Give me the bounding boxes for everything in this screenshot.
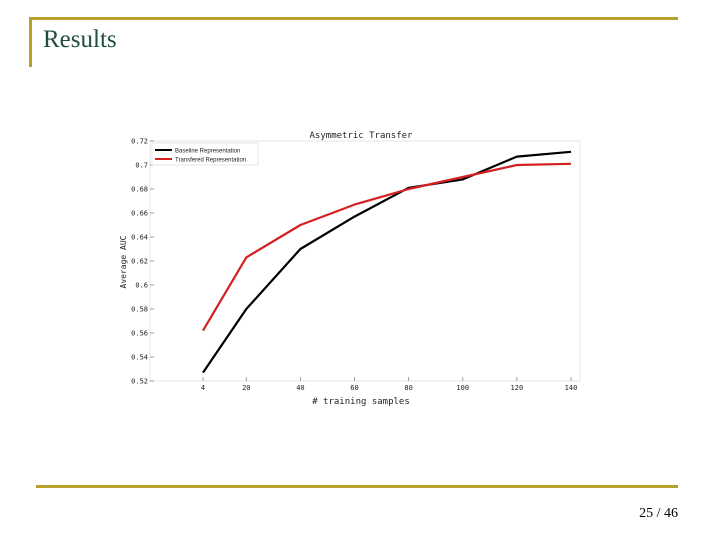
chart-axes: 0.52 0.54 0.56 0.58 0.6 0.62 0.64 0.66 0.68 0.7 0.… (131, 138, 581, 392)
series-line-0 (202, 150, 572, 374)
y-tick-label: 0.52 (131, 378, 148, 386)
title-top-rule (30, 17, 678, 20)
page-separator: / (656, 506, 661, 521)
y-axis-label: Average AUC (119, 235, 128, 288)
x-axis-label: # training samples (312, 397, 410, 407)
title-left-rule (29, 17, 32, 67)
page-number: 25 / 46 (639, 506, 678, 522)
x-tick-label: 20 (242, 384, 250, 392)
line-chart: Asymmetric Transfer # training samples A… (119, 131, 581, 407)
y-tick-label: 0.66 (131, 210, 148, 218)
slide-title: Results (43, 26, 117, 53)
series-layer (202, 150, 572, 374)
y-tick-label: 0.62 (131, 258, 148, 266)
legend-label-0: Baseline Representation (175, 149, 240, 155)
y-tick-label: 0.54 (131, 354, 148, 362)
legend-box (151, 142, 259, 166)
x-tick-label: 140 (565, 384, 578, 392)
chart-title: Asymmetric Transfer (310, 131, 414, 141)
plot-frame (149, 140, 581, 382)
y-tick-label: 0.64 (131, 234, 148, 242)
y-tick-label: 0.7 (135, 162, 148, 170)
legend-label-1: Transfered Representation (175, 158, 246, 164)
y-tick-label: 0.56 (131, 330, 148, 338)
x-tick-label: 40 (296, 384, 304, 392)
y-tick-label: 0.58 (131, 306, 148, 314)
chart-legend: Baseline Representation Transfered Repres… (151, 142, 259, 166)
x-tick-label: 4 (201, 384, 205, 392)
series-line-1 (202, 162, 572, 332)
y-tick-label: 0.72 (131, 138, 148, 146)
y-tick-label: 0.6 (135, 282, 148, 290)
x-tick-label: 80 (404, 384, 412, 392)
x-tick-label: 60 (350, 384, 358, 392)
y-tick-label: 0.68 (131, 186, 148, 194)
x-tick-label: 100 (456, 384, 469, 392)
page-current: 25 (639, 506, 654, 521)
footer-rule (36, 485, 678, 488)
x-tick-label: 120 (511, 384, 524, 392)
page-total: 46 (664, 506, 678, 521)
